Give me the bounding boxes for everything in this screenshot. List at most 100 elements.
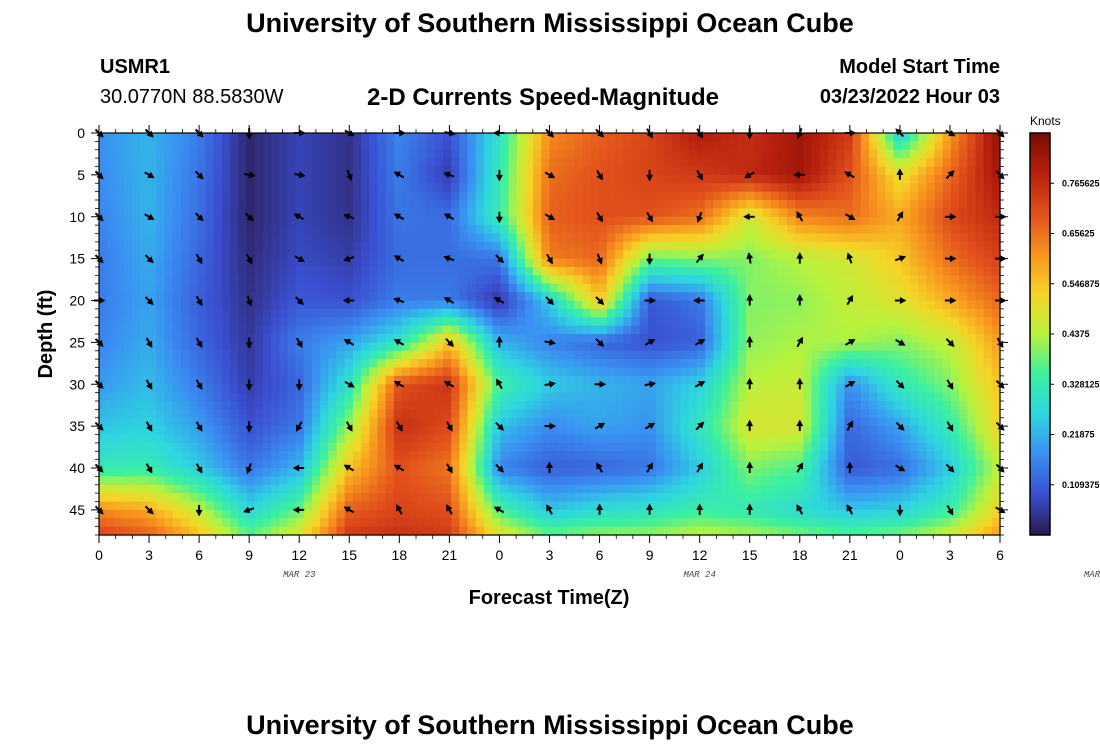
heatmap-cell: [287, 325, 297, 335]
heatmap-cell: [590, 317, 600, 327]
heatmap-cell: [410, 401, 420, 410]
heatmap-cell: [852, 258, 862, 268]
heatmap-cell: [246, 442, 256, 452]
heatmap-cell: [615, 459, 624, 469]
heatmap-cell: [221, 468, 231, 477]
heatmap-cell: [868, 367, 878, 377]
heatmap-cell: [197, 317, 207, 327]
heatmap-cell: [787, 275, 796, 285]
heatmap-cell: [688, 275, 698, 285]
heatmap-cell: [885, 216, 895, 226]
heatmap-cell: [713, 451, 723, 461]
heatmap-cell: [426, 191, 436, 201]
heatmap-cell: [836, 166, 845, 176]
heatmap-cell: [729, 401, 739, 410]
heatmap-cell: [246, 275, 256, 285]
heatmap-cell: [295, 267, 305, 276]
heatmap-cell: [770, 434, 780, 444]
heatmap-cell: [672, 375, 682, 385]
heatmap-cell: [434, 384, 444, 394]
heatmap-cell: [778, 200, 788, 209]
heatmap-cell: [631, 392, 641, 402]
heatmap-cell: [246, 451, 256, 461]
heatmap-cell: [803, 401, 813, 410]
heatmap-cell: [99, 350, 108, 360]
heatmap-cell: [459, 208, 469, 218]
heatmap-cell: [836, 208, 845, 218]
heatmap-cell: [492, 267, 501, 276]
heatmap-cell: [803, 484, 813, 494]
heatmap-cell: [238, 225, 248, 235]
heatmap-cell: [295, 174, 305, 184]
heatmap-cell: [623, 158, 633, 168]
heatmap-cell: [99, 375, 108, 385]
heatmap-cell: [418, 501, 428, 511]
heatmap-cell: [352, 359, 362, 369]
heatmap-cell: [549, 208, 559, 218]
heatmap-cell: [361, 442, 370, 452]
heatmap-cell: [287, 300, 297, 310]
heatmap-cell: [139, 183, 149, 193]
heatmap-cell: [107, 417, 116, 427]
heatmap-cell: [893, 367, 903, 377]
heatmap-cell: [402, 308, 411, 318]
heatmap-cell: [483, 250, 493, 260]
heatmap-cell: [524, 166, 534, 176]
heatmap-cell: [311, 225, 321, 235]
heatmap-cell: [901, 258, 911, 268]
heatmap-cell: [754, 233, 764, 243]
heatmap-cell: [590, 476, 600, 486]
heatmap-cell: [680, 317, 690, 327]
heatmap-cell: [385, 493, 395, 503]
heatmap-cell: [762, 325, 772, 335]
heatmap-cell: [189, 308, 198, 318]
heatmap-cell: [860, 451, 870, 461]
heatmap-cell: [852, 275, 862, 285]
heatmap-cell: [467, 283, 477, 293]
heatmap-cell: [230, 342, 239, 352]
heatmap-cell: [516, 275, 526, 285]
heatmap-cell: [303, 292, 313, 302]
heatmap-cell: [107, 275, 116, 285]
heatmap-cell: [500, 392, 510, 402]
heatmap-cell: [410, 459, 420, 469]
heatmap-cell: [115, 409, 125, 419]
heatmap-cell: [156, 317, 166, 327]
heatmap-cell: [729, 166, 739, 176]
heatmap-cell: [172, 308, 182, 318]
heatmap-cell: [836, 267, 845, 276]
heatmap-cell: [819, 342, 829, 352]
heatmap-cell: [336, 141, 346, 151]
heatmap-cell: [852, 216, 862, 226]
heatmap-cell: [164, 484, 174, 494]
heatmap-cell: [115, 367, 125, 377]
heatmap-cell: [549, 501, 559, 511]
heatmap-cell: [189, 267, 198, 276]
heatmap-cell: [549, 359, 559, 369]
heatmap-cell: [99, 225, 108, 235]
heatmap-cell: [123, 225, 133, 235]
heatmap-cell: [541, 292, 551, 302]
heatmap-cell: [655, 174, 665, 184]
heatmap-cell: [139, 468, 149, 477]
heatmap-cell: [189, 417, 198, 427]
heatmap-cell: [885, 158, 895, 168]
heatmap-cell: [205, 426, 215, 436]
heatmap-cell: [418, 225, 428, 235]
heatmap-cell: [795, 442, 805, 452]
heatmap-cell: [508, 459, 518, 469]
heatmap-cell: [770, 292, 780, 302]
heatmap-cell: [320, 308, 329, 318]
heatmap-cell: [836, 174, 845, 184]
heatmap-cell: [606, 317, 616, 327]
heatmap-cell: [623, 493, 633, 503]
heatmap-cell: [737, 191, 747, 201]
heatmap-cell: [893, 392, 903, 402]
heatmap-cell: [197, 392, 207, 402]
heatmap-cell: [836, 325, 845, 335]
heatmap-cell: [868, 359, 878, 369]
heatmap-cell: [877, 216, 886, 226]
heatmap-cell: [721, 183, 731, 193]
heatmap-cell: [139, 275, 149, 285]
heatmap-cell: [557, 493, 567, 503]
